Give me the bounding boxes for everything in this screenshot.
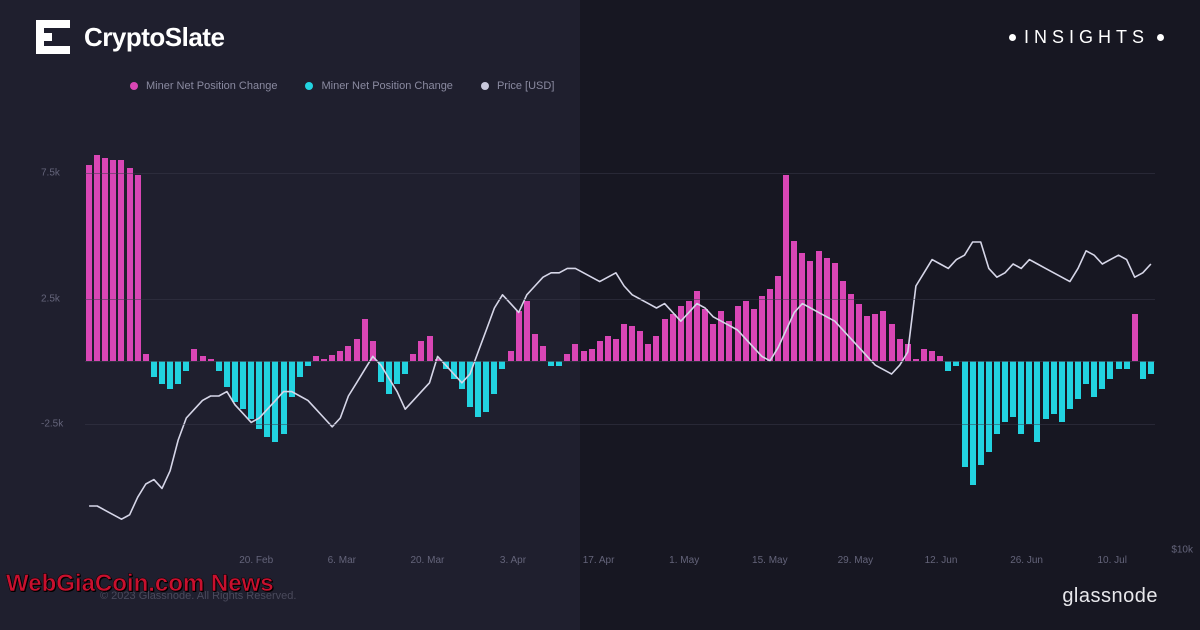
dot-icon <box>1009 34 1016 41</box>
page-root: CryptoSlate INSIGHTS Miner Net Position … <box>0 0 1200 630</box>
x-tick-label: 12. Jun <box>925 555 958 566</box>
gridline <box>85 424 1155 425</box>
x-tick-label: 6. Mar <box>328 555 356 566</box>
gridline <box>85 173 1155 174</box>
gridline <box>85 299 1155 300</box>
news-watermark: WebGiaCoin.com News <box>6 570 274 598</box>
legend-label: Miner Net Position Change <box>321 80 452 92</box>
price-line <box>85 110 1155 550</box>
x-tick-label: 15. May <box>752 555 788 566</box>
y-tick-label: 2.5k <box>41 293 60 304</box>
legend-item: Miner Net Position Change <box>305 80 452 92</box>
legend-swatch-icon <box>130 82 138 90</box>
dot-icon <box>1157 34 1164 41</box>
x-tick-label: 17. Apr <box>583 555 615 566</box>
x-tick-label: 26. Jun <box>1010 555 1043 566</box>
brand-logo-icon <box>36 20 70 54</box>
y-tick-label: -2.5k <box>41 419 63 430</box>
attribution-text: glassnode <box>1062 585 1158 608</box>
legend-swatch-icon <box>305 82 313 90</box>
right-tick-label: $10k <box>1171 545 1193 556</box>
x-tick-label: 29. May <box>838 555 874 566</box>
header-tagline: INSIGHTS <box>1009 27 1164 48</box>
legend-item: Miner Net Position Change <box>130 80 277 92</box>
legend-swatch-icon <box>481 82 489 90</box>
y-tick-label: 7.5k <box>41 167 60 178</box>
brand-name: CryptoSlate <box>84 22 224 53</box>
tagline-text: INSIGHTS <box>1024 27 1149 48</box>
brand: CryptoSlate <box>36 20 224 54</box>
legend-label: Miner Net Position Change <box>146 80 277 92</box>
x-tick-label: 20. Mar <box>410 555 444 566</box>
zero-axis <box>85 361 1155 362</box>
x-tick-label: 3. Apr <box>500 555 526 566</box>
price-path <box>89 242 1151 519</box>
chart-legend: Miner Net Position Change Miner Net Posit… <box>130 80 554 92</box>
x-axis-ticks: 20. Feb 6. Mar 20. Mar 3. Apr 17. Apr 1. May 1… <box>85 555 1155 570</box>
x-tick-label: 10. Jul <box>1097 555 1126 566</box>
legend-label: Price [USD] <box>497 80 554 92</box>
legend-item: Price [USD] <box>481 80 554 92</box>
x-tick-label: 1. May <box>669 555 699 566</box>
header: CryptoSlate INSIGHTS <box>36 20 1164 54</box>
x-tick-label: 20. Feb <box>239 555 273 566</box>
chart-area: 7.5k2.5k-2.5k$10k <box>85 110 1155 550</box>
